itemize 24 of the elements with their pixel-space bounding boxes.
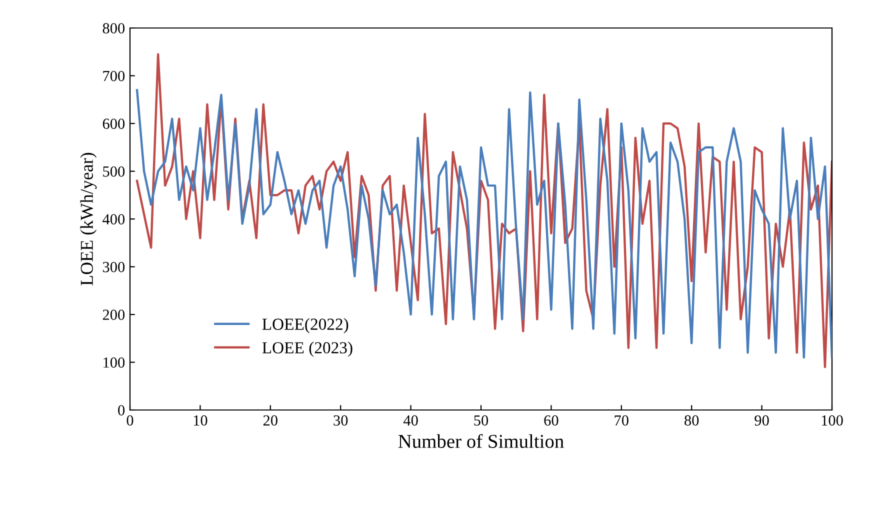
- x-tick-label: 70: [614, 415, 628, 426]
- y-tick-label: 400: [102, 214, 125, 224]
- legend-label: LOEE (2023): [262, 342, 352, 357]
- x-tick-label: 50: [474, 415, 488, 426]
- x-tick-label: 10: [194, 415, 208, 426]
- y-tick-label: 700: [103, 70, 125, 82]
- y-tick-label: 0: [118, 405, 125, 416]
- x-axis-title: Number of Simultion: [398, 434, 564, 448]
- y-tick-label: 600: [102, 118, 125, 129]
- y-tick-label: 100: [104, 357, 125, 368]
- x-tick-label: 100: [822, 415, 843, 426]
- y-tick-label: 500: [103, 166, 125, 177]
- x-tick-label: 40: [403, 415, 418, 426]
- y-tick-label: 800: [102, 23, 125, 34]
- x-tick-label: 80: [684, 415, 699, 426]
- x-tick-label: 90: [754, 415, 769, 426]
- x-tick-label: 30: [334, 415, 348, 426]
- legend-label: LOEE(2022): [262, 318, 348, 334]
- x-tick-label: 60: [544, 415, 558, 426]
- y-tick-label: 200: [102, 310, 125, 320]
- x-tick-label: 20: [263, 415, 278, 426]
- y-axis-title: LOEE (kWh/year): [80, 152, 97, 286]
- y-tick-label: 300: [102, 262, 125, 272]
- x-tick-label: 0: [126, 415, 134, 426]
